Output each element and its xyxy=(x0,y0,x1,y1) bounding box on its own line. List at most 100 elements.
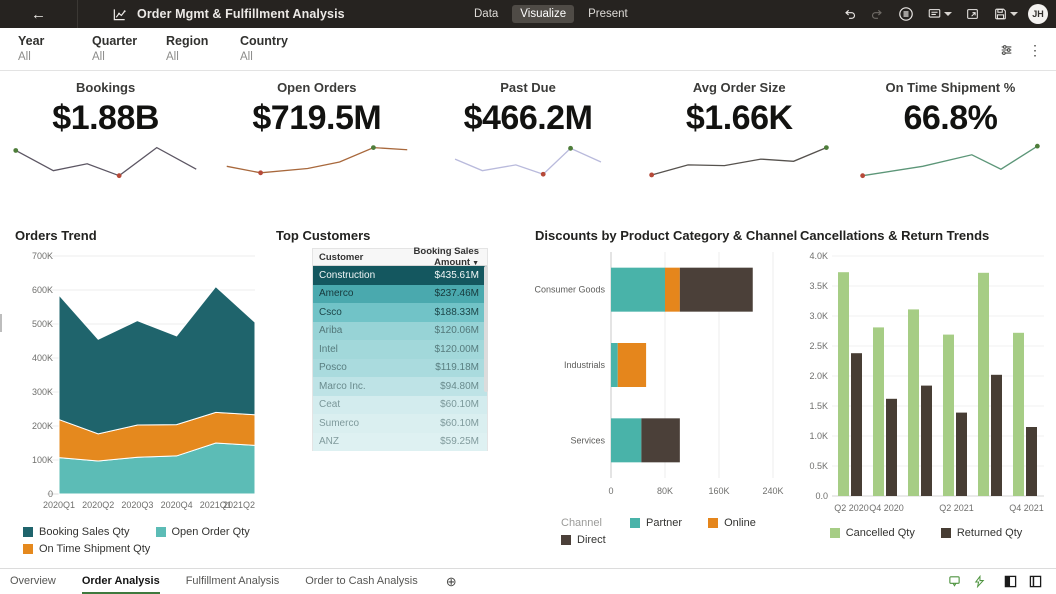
legend-item[interactable]: Returned Qty xyxy=(940,527,1022,539)
bar-segment[interactable] xyxy=(611,418,642,463)
table-row[interactable]: Posco $119.18M xyxy=(313,358,487,377)
bar-returned[interactable] xyxy=(956,412,967,496)
page-tab-order-analysis[interactable]: Order Analysis xyxy=(81,570,160,594)
axis-tick-label: 700K xyxy=(32,251,53,261)
legend-swatch-icon xyxy=(708,518,719,528)
legend-item[interactable]: Cancelled Qty xyxy=(829,527,915,539)
table-row[interactable]: ANZ $59.25M xyxy=(313,432,487,451)
kpi-on-time-shipment[interactable]: On Time Shipment % 66.8% xyxy=(845,71,1056,203)
legend-item[interactable]: Direct xyxy=(561,534,606,546)
back-button[interactable]: ← xyxy=(0,0,78,28)
bar-segment[interactable] xyxy=(611,267,665,312)
kpi-past-due[interactable]: Past Due $466.2M xyxy=(422,71,633,203)
layout-split-icon xyxy=(1029,575,1042,588)
layout-left-panel-button[interactable] xyxy=(1004,575,1017,588)
legend-item[interactable]: On Time Shipment Qty xyxy=(23,543,150,555)
kpi-bookings[interactable]: Bookings $1.88B xyxy=(0,71,211,203)
legend-item[interactable]: Open Order Qty xyxy=(155,526,250,538)
bar-cancelled[interactable] xyxy=(908,309,919,496)
kpi-open-orders[interactable]: Open Orders $719.5M xyxy=(211,71,422,203)
page-tab-order-to-cash[interactable]: Order to Cash Analysis xyxy=(305,574,418,587)
redo-button[interactable] xyxy=(867,5,888,23)
bar-segment[interactable] xyxy=(641,418,680,463)
table-row[interactable]: Marco Inc. $94.80M xyxy=(313,377,487,396)
bar-returned[interactable] xyxy=(851,353,862,496)
bar-returned[interactable] xyxy=(886,398,897,496)
legend-item[interactable]: Online xyxy=(708,517,756,529)
amount-cell: $94.80M xyxy=(440,380,479,392)
bar-segment[interactable] xyxy=(679,267,753,312)
axis-tick-label: 0 xyxy=(608,486,613,496)
legend-title: Channel xyxy=(561,517,602,529)
bar-segment[interactable] xyxy=(611,343,618,387)
lightning-icon xyxy=(974,575,985,588)
tab-data[interactable]: Data xyxy=(474,8,499,20)
axis-tick-label: Consumer Goods xyxy=(535,285,605,295)
customer-cell: Posco xyxy=(319,362,347,374)
bar-cancelled[interactable] xyxy=(943,334,954,496)
filter-settings-button[interactable] xyxy=(999,43,1014,57)
axis-tick-label: 2020Q1 xyxy=(43,500,75,510)
bar-cancelled[interactable] xyxy=(873,327,884,496)
table-row[interactable]: Csco $188.33M xyxy=(313,303,487,322)
bar-returned[interactable] xyxy=(991,374,1002,496)
area-series[interactable] xyxy=(58,285,256,435)
legend-swatch-icon xyxy=(23,527,33,537)
legend-item[interactable]: Booking Sales Qty xyxy=(23,526,130,538)
kpi-row: Bookings $1.88B Open Orders $719.5M Past… xyxy=(0,71,1056,203)
bar-cancelled[interactable] xyxy=(978,272,989,496)
sparkline-marker xyxy=(1035,143,1041,149)
bar-segment[interactable] xyxy=(665,267,680,312)
comment-button[interactable] xyxy=(924,5,955,23)
legend-item[interactable]: Partner xyxy=(629,517,682,529)
tab-present[interactable]: Present xyxy=(588,8,628,20)
amount-cell: $435.61M xyxy=(434,269,479,281)
filter-quarter[interactable]: Quarter All xyxy=(92,34,138,63)
table-row[interactable]: Ceat $60.10M xyxy=(313,395,487,414)
kpi-avg-order-size[interactable]: Avg Order Size $1.66K xyxy=(634,71,845,203)
bar-segment[interactable] xyxy=(617,343,647,387)
table-row[interactable]: Amerco $237.46M xyxy=(313,284,487,303)
discounts-plot[interactable]: 0 80K 160K 240K Consumer Goods Industrials Ser… xyxy=(534,248,791,500)
table-row[interactable]: Construction $435.61M xyxy=(313,266,487,285)
table-scrollbar[interactable] xyxy=(484,266,488,392)
sparkline-marker xyxy=(12,148,18,153)
legend-label: On Time Shipment Qty xyxy=(39,543,151,555)
page-tab-fulfillment-analysis[interactable]: Fulfillment Analysis xyxy=(185,574,280,587)
bar-cancelled[interactable] xyxy=(1013,332,1024,496)
open-in-window-button[interactable] xyxy=(962,5,983,23)
table-row[interactable]: Intel $120.00M xyxy=(313,340,487,359)
bar-returned[interactable] xyxy=(921,385,932,496)
more-options-button[interactable]: ⋮ xyxy=(1028,41,1042,58)
axis-tick-label: 160K xyxy=(708,486,729,496)
table-row[interactable]: Ariba $120.06M xyxy=(313,321,487,340)
quick-actions-button[interactable] xyxy=(973,575,986,588)
orders-trend-legend: Booking Sales Qty Open Order Qty On Time S… xyxy=(15,526,265,555)
amount-cell: $119.18M xyxy=(435,362,479,374)
add-page-button[interactable]: ⊕ xyxy=(445,574,457,589)
column-header-customer[interactable]: Customer xyxy=(319,251,364,263)
tab-visualize[interactable]: Visualize xyxy=(512,5,575,23)
filter-country[interactable]: Country All xyxy=(240,34,288,63)
page-tab-overview[interactable]: Overview xyxy=(10,574,56,587)
sparkline-marker xyxy=(370,145,376,150)
filter-region[interactable]: Region All xyxy=(166,34,209,63)
back-arrow-icon: ← xyxy=(31,5,46,23)
save-button[interactable] xyxy=(990,5,1021,23)
callout-button[interactable] xyxy=(948,575,961,588)
cancellations-plot[interactable]: 4.0K 3.5K 3.0K 2.5K 2.0K 1.5K 1.0K 0.5K 0.0 Q2 20… xyxy=(800,248,1052,516)
table-row[interactable]: Sumerco $60.10M xyxy=(313,414,487,433)
callout-icon xyxy=(949,576,960,587)
user-avatar[interactable]: JH xyxy=(1028,4,1048,24)
bar-cancelled[interactable] xyxy=(838,272,849,496)
column-header-amount[interactable]: Booking Sales Amount ▼ xyxy=(413,246,479,268)
axis-tick-label: Q4 2020 xyxy=(869,503,904,513)
bar-returned[interactable] xyxy=(1026,427,1037,496)
legend-swatch-icon xyxy=(23,544,33,554)
layout-split-button[interactable] xyxy=(1029,575,1042,588)
filter-year[interactable]: Year All xyxy=(18,34,45,63)
customer-cell: Intel xyxy=(319,343,338,355)
assistant-button[interactable] xyxy=(895,4,917,24)
undo-button[interactable] xyxy=(839,5,860,23)
